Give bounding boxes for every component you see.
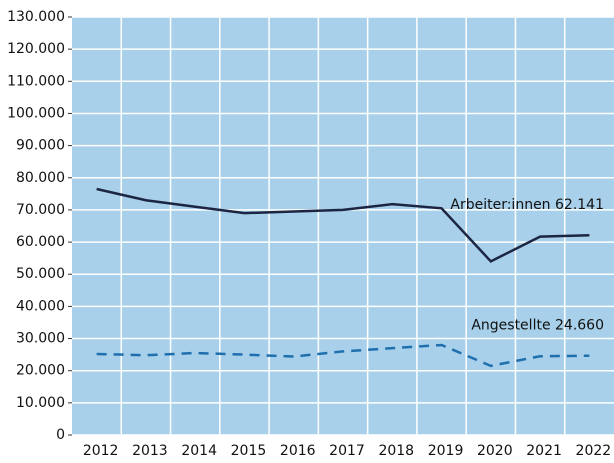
x-tick-label: 2015 [231,443,267,459]
x-tick-label: 2018 [378,443,414,459]
y-tick-label: 90.000 [16,138,65,154]
series-line [96,343,590,368]
y-tick-label: 80.000 [16,170,65,186]
x-tick-label: 2020 [477,443,513,459]
y-tick-label: 120.000 [7,41,65,57]
y-tick-label: 110.000 [7,73,65,89]
y-tick-label: 50.000 [16,266,65,282]
x-tick-label: 2019 [428,443,464,459]
annotation: Angestellte 24.660 [471,318,604,334]
y-tick-label: 40.000 [16,298,65,314]
series-line [96,187,590,263]
y-tick-label: 70.000 [16,202,65,218]
x-tick-label: 2021 [526,443,562,459]
x-tick-label: 2012 [83,443,119,459]
x-tick-label: 2022 [576,443,612,459]
annotation: Arbeiter:innen 62.141 [450,197,604,213]
x-tick-label: 2013 [132,443,168,459]
x-tick-label: 2016 [280,443,316,459]
y-tick-label: 10.000 [16,395,65,411]
plot-background [72,17,614,435]
x-tick-label: 2014 [181,443,217,459]
y-tick-label: 0 [56,427,65,443]
y-tick-label: 30.000 [16,331,65,347]
y-tick-label: 100.000 [7,105,65,121]
y-tick-label: 60.000 [16,234,65,250]
x-tick-label: 2017 [329,443,365,459]
y-tick-label: 130.000 [7,9,65,25]
y-tick-label: 20.000 [16,363,65,379]
